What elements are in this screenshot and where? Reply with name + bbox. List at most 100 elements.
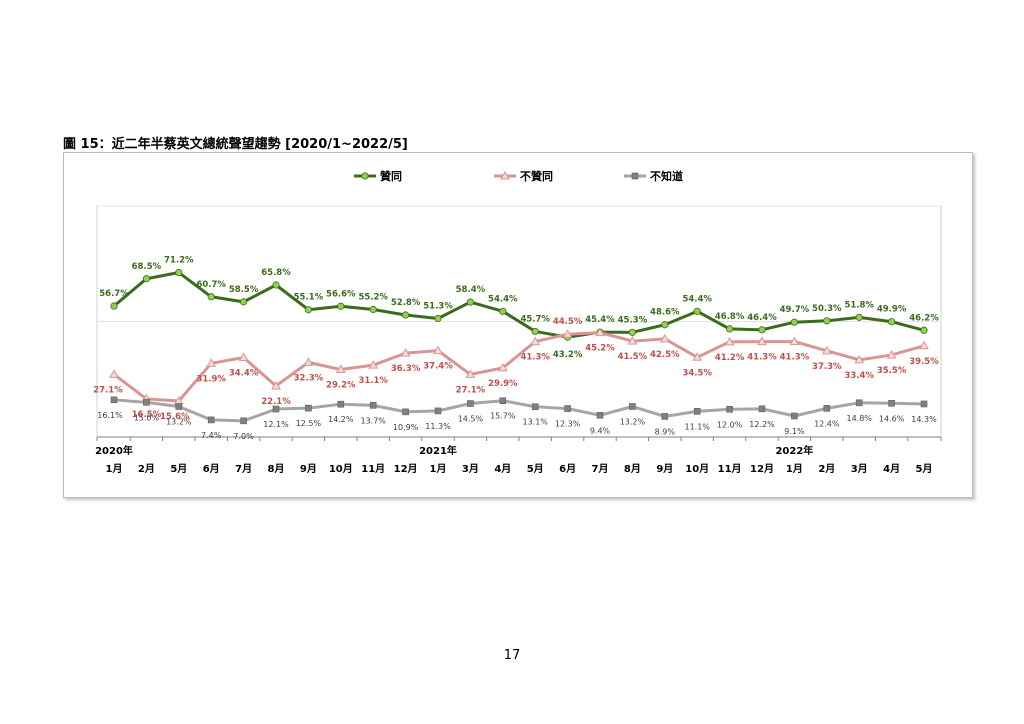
x-tick-label: 9月: [300, 463, 317, 475]
x-tick-label: 8月: [268, 463, 285, 475]
data-label-approve: 60.7%: [196, 280, 226, 290]
data-label-unknown: 12.4%: [814, 419, 840, 428]
data-label-unknown: 13.2%: [166, 418, 192, 427]
x-tick-label: 8月: [624, 463, 641, 475]
data-label-approve: 46.4%: [747, 313, 777, 323]
data-label-disapprove: 27.1%: [456, 385, 486, 395]
data-point-approve: [790, 318, 799, 326]
data-point-disapprove: [368, 360, 379, 369]
data-point-disapprove: [627, 336, 638, 345]
data-label-approve: 55.2%: [358, 292, 388, 302]
legend-label-disapprove: 不贊同: [520, 169, 553, 183]
data-label-unknown: 9.4%: [590, 426, 611, 435]
data-point-unknown: [823, 405, 831, 412]
data-label-disapprove: 33.4%: [844, 371, 874, 381]
data-point-unknown: [596, 411, 604, 419]
x-tick-label: 9月: [656, 463, 673, 475]
data-point-disapprove: [497, 362, 508, 372]
data-label-approve: 54.4%: [488, 294, 518, 304]
data-label-approve: 55.1%: [294, 293, 324, 303]
data-point-disapprove: [757, 336, 767, 346]
data-point-unknown: [207, 416, 215, 424]
data-point-disapprove: [692, 352, 703, 361]
data-point-approve: [401, 311, 410, 319]
data-label-approve: 45.3%: [618, 315, 648, 325]
data-point-disapprove: [271, 380, 281, 390]
data-point-unknown: [402, 408, 409, 416]
x-tick-label: 12月: [750, 463, 774, 475]
x-tick-label: 6月: [203, 463, 220, 475]
x-tick-label: 5月: [170, 463, 187, 475]
data-label-disapprove: 41.2%: [715, 353, 745, 363]
data-point-unknown: [888, 399, 895, 407]
data-point-unknown: [143, 399, 150, 406]
series-line-unknown: [113, 398, 925, 423]
data-point-approve: [240, 298, 248, 306]
data-point-disapprove: [109, 369, 119, 378]
data-label-disapprove: 37.4%: [423, 362, 453, 372]
legend-marker-disapprove: [500, 170, 510, 180]
series-line-disapprove: [113, 331, 925, 403]
data-point-approve: [499, 307, 507, 315]
data-point-unknown: [337, 400, 345, 408]
x-tick-label: 2月: [818, 463, 835, 475]
data-label-approve: 58.4%: [456, 285, 486, 295]
data-label-unknown: 14.2%: [328, 415, 354, 424]
legend-marker-approve: [361, 172, 369, 180]
data-label-unknown: 15.7%: [490, 412, 516, 421]
x-tick-label: 7月: [592, 463, 609, 475]
data-point-approve: [337, 302, 345, 310]
data-point-unknown: [629, 403, 636, 410]
data-label-approve: 68.5%: [132, 262, 162, 272]
data-label-unknown: 9.1%: [784, 427, 805, 436]
data-point-approve: [823, 317, 831, 325]
data-label-unknown: 12.3%: [555, 420, 581, 429]
data-point-approve: [855, 313, 863, 321]
data-label-disapprove: 22.1%: [261, 397, 291, 407]
data-point-disapprove: [206, 358, 217, 367]
data-point-approve: [920, 326, 928, 334]
x-tick-label: 3月: [462, 463, 479, 475]
data-point-approve: [466, 298, 474, 306]
data-label-disapprove: 36.3%: [391, 364, 421, 374]
data-label-unknown: 13.1%: [522, 418, 548, 427]
data-point-unknown: [661, 413, 669, 420]
data-label-disapprove: 32.3%: [294, 373, 324, 383]
data-point-unknown: [758, 405, 766, 413]
data-label-approve: 43.2%: [553, 350, 583, 360]
data-label-disapprove: 41.5%: [618, 352, 648, 362]
legend-label-approve: 贊同: [380, 169, 402, 183]
data-label-unknown: 13.7%: [360, 416, 386, 425]
data-label-unknown: 11.1%: [684, 422, 710, 431]
data-point-disapprove: [595, 327, 605, 337]
data-label-approve: 51.3%: [423, 301, 453, 311]
x-tick-label: 6月: [559, 463, 576, 475]
data-point-disapprove: [821, 345, 832, 355]
data-label-unknown: 14.3%: [911, 415, 937, 424]
data-label-disapprove: 37.3%: [812, 362, 842, 372]
data-label-approve: 49.7%: [780, 305, 810, 315]
data-label-approve: 56.7%: [99, 289, 129, 299]
data-label-disapprove: 29.2%: [326, 381, 356, 391]
data-label-disapprove: 16.5%: [132, 410, 162, 420]
x-tick-label: 10月: [685, 463, 709, 475]
data-label-approve: 51.8%: [844, 300, 874, 310]
data-label-approve: 49.9%: [877, 305, 907, 315]
data-label-unknown: 15.0%: [134, 413, 160, 422]
data-point-disapprove: [400, 348, 411, 357]
data-label-unknown: 14.8%: [846, 414, 872, 423]
data-point-disapprove: [238, 352, 249, 362]
x-tick-label: 4月: [494, 463, 511, 475]
x-tick-label: 1月: [430, 463, 447, 475]
data-label-unknown: 14.5%: [458, 415, 484, 424]
data-label-unknown: 7.4%: [201, 431, 222, 440]
data-label-disapprove: 44.5%: [553, 317, 583, 327]
data-label-disapprove: 35.5%: [877, 366, 907, 376]
data-point-unknown: [499, 397, 507, 405]
data-point-approve: [272, 281, 280, 289]
data-label-disapprove: 41.3%: [780, 353, 810, 363]
data-point-approve: [531, 327, 539, 336]
data-label-unknown: 10.9%: [393, 423, 419, 432]
data-point-unknown: [467, 400, 474, 407]
data-label-disapprove: 29.9%: [488, 379, 518, 389]
